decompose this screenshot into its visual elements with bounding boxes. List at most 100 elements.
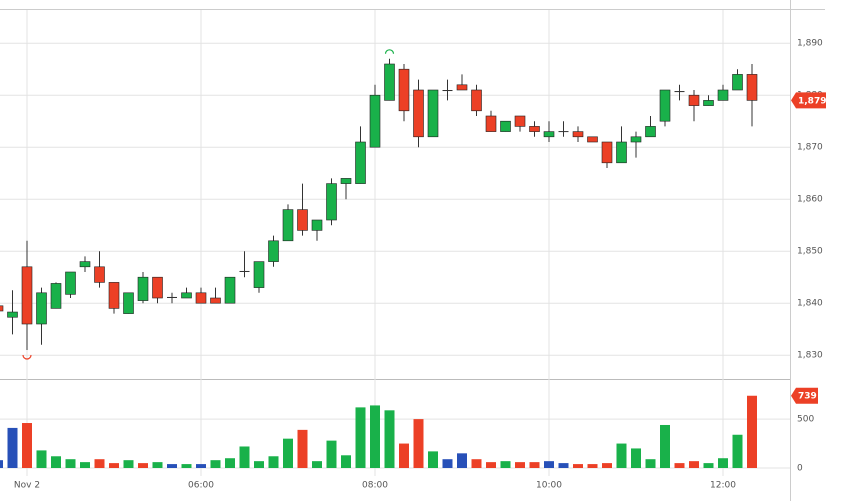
volume-bar: [645, 459, 656, 468]
volume-bar: [544, 461, 554, 468]
x-tick-label: 12:00: [710, 481, 736, 491]
candle-body: [224, 276, 236, 304]
candle-body: [340, 178, 352, 184]
x-tick-label: Nov 2: [14, 481, 40, 491]
volume-bar: [254, 461, 264, 468]
y-tick-label: 1,840: [797, 299, 823, 309]
candle-body: [311, 219, 323, 231]
candle-body: [485, 115, 497, 132]
candle-body: [558, 131, 569, 133]
candle-body: [659, 89, 671, 122]
volume-bar: [703, 463, 714, 468]
volume-bar: [225, 458, 235, 468]
volume-bar: [22, 423, 32, 468]
high-marker: [384, 49, 395, 54]
volume-bar: [7, 427, 18, 468]
volume-bar: [515, 462, 525, 468]
candle-body: [616, 141, 627, 164]
volume-bar: [196, 464, 206, 468]
candle-body: [355, 141, 366, 184]
candle-body: [282, 209, 294, 242]
volume-bar: [413, 419, 424, 468]
candle-body: [108, 282, 120, 309]
volume-badge-label: 739: [798, 392, 817, 402]
volume-bar: [718, 458, 728, 468]
volume-bar: [355, 407, 366, 468]
candle-body: [94, 266, 105, 283]
volume-bar: [80, 462, 90, 468]
volume-bar: [384, 410, 395, 468]
volume-bar: [486, 462, 496, 468]
volume-bar: [660, 424, 670, 468]
volume-badge: [791, 387, 818, 404]
candle-body: [732, 74, 743, 91]
y-tick-label: 1,890: [797, 39, 823, 49]
volume-bar: [109, 463, 119, 468]
candle-body: [471, 89, 482, 112]
volume-bar: [297, 429, 308, 468]
volume-bar: [500, 461, 511, 468]
volume-bar: [326, 440, 337, 468]
candle-body: [36, 292, 47, 325]
volume-bar: [51, 456, 61, 468]
volume-bar: [181, 464, 192, 468]
candle-body: [79, 261, 91, 268]
volume-bar: [587, 464, 598, 468]
y-tick-label: 1,830: [797, 351, 823, 361]
volume-bar: [36, 450, 47, 468]
candle-body: [195, 292, 207, 304]
volume-bar: [152, 462, 163, 468]
candle-body: [645, 126, 656, 138]
candle-body: [703, 100, 714, 106]
volume-bar: [283, 438, 293, 468]
volume-bar: [312, 461, 322, 468]
candle-body: [253, 261, 265, 288]
volume-bar: [123, 460, 134, 468]
candle-body: [268, 240, 279, 262]
candle-body: [137, 276, 149, 301]
volume-bar: [631, 448, 641, 468]
volume-bar: [65, 459, 76, 468]
candle-body: [181, 292, 192, 299]
candle-body: [326, 183, 337, 221]
volume-bar: [0, 460, 3, 468]
price-badge: [791, 92, 826, 109]
candle-body: [21, 266, 33, 325]
volume-bar: [167, 464, 177, 468]
candle-body: [398, 68, 410, 112]
candle-body: [297, 209, 308, 231]
y2-tick-label: 500: [797, 415, 814, 425]
candle-body: [674, 91, 685, 93]
candle-body: [239, 270, 250, 272]
y-tick-label: 1,870: [797, 143, 823, 153]
volume-bar: [747, 395, 757, 468]
volume-bar: [689, 461, 699, 468]
volume-bar: [471, 459, 482, 468]
volume-bar: [341, 455, 351, 468]
candle-body: [384, 63, 395, 101]
candle-body: [717, 89, 729, 101]
candle-body: [572, 131, 584, 138]
volume-bar: [732, 434, 743, 468]
y2-tick-label: 0: [797, 464, 803, 474]
candle-body: [369, 94, 381, 148]
candle-body: [65, 271, 76, 295]
volume-bar: [602, 463, 612, 468]
candle-body: [7, 311, 18, 318]
volume-bar: [428, 451, 438, 468]
candle-body: [630, 136, 642, 143]
volume-bar: [370, 405, 380, 468]
volume-bar: [558, 463, 569, 468]
candle-body: [543, 131, 555, 138]
volume-bar: [399, 443, 409, 468]
candle-body: [0, 305, 4, 312]
candle-body: [210, 297, 221, 304]
candle-body: [601, 141, 613, 164]
volume-bar: [210, 460, 221, 468]
volume-bar: [138, 463, 148, 468]
candle-body: [167, 296, 177, 298]
volume-bar: [94, 459, 105, 468]
volume-bar: [457, 453, 467, 468]
candle-body: [514, 115, 526, 127]
